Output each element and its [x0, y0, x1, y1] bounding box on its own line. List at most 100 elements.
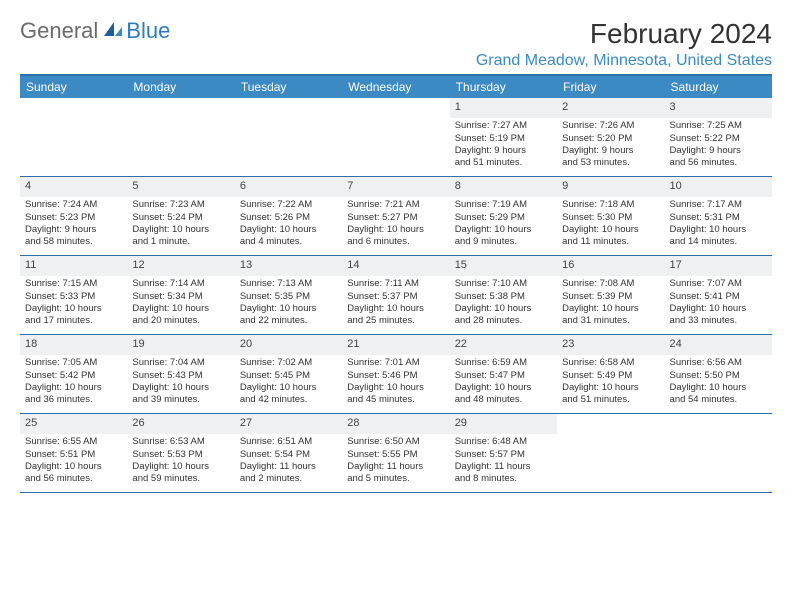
calendar-day: 20Sunrise: 7:02 AMSunset: 5:45 PMDayligh… [235, 335, 342, 413]
sunset-text: Sunset: 5:43 PM [132, 370, 229, 382]
day-header: Saturday [665, 76, 772, 98]
daylight-text: and 25 minutes. [347, 315, 444, 327]
day-number: 16 [562, 258, 659, 272]
sunrise-text: Sunrise: 7:05 AM [25, 357, 122, 369]
sunset-text: Sunset: 5:55 PM [347, 449, 444, 461]
calendar-empty [665, 414, 772, 492]
calendar-week: 11Sunrise: 7:15 AMSunset: 5:33 PMDayligh… [20, 256, 772, 335]
daylight-text: and 5 minutes. [347, 473, 444, 485]
calendar-day: 22Sunrise: 6:59 AMSunset: 5:47 PMDayligh… [450, 335, 557, 413]
daylight-text: Daylight: 10 hours [455, 303, 552, 315]
sunset-text: Sunset: 5:51 PM [25, 449, 122, 461]
sunrise-text: Sunrise: 7:02 AM [240, 357, 337, 369]
day-header: Tuesday [235, 76, 342, 98]
calendar-day: 13 Sunrise: 7:13 AMSunset: 5:35 PMDayligh… [235, 256, 342, 334]
daylight-text: and 22 minutes. [240, 315, 337, 327]
day-header: Sunday [20, 76, 127, 98]
daylight-text: and 6 minutes. [347, 236, 444, 248]
daylight-text: and 58 minutes. [25, 236, 122, 248]
daylight-text: Daylight: 9 hours [670, 145, 767, 157]
page-title: February 2024 [476, 18, 772, 50]
calendar-week: 25Sunrise: 6:55 AMSunset: 5:51 PMDayligh… [20, 414, 772, 493]
sunset-text: Sunset: 5:53 PM [132, 449, 229, 461]
calendar-day: 10Sunrise: 7:17 AMSunset: 5:31 PMDayligh… [665, 177, 772, 255]
daylight-text: Daylight: 10 hours [670, 303, 767, 315]
daylight-text: and 53 minutes. [562, 157, 659, 169]
sunset-text: Sunset: 5:50 PM [670, 370, 767, 382]
calendar-day: 26Sunrise: 6:53 AMSunset: 5:53 PMDayligh… [127, 414, 234, 492]
day-number: 1 [455, 100, 552, 114]
calendar-empty [235, 98, 342, 176]
calendar-day: 29Sunrise: 6:48 AMSunset: 5:57 PMDayligh… [450, 414, 557, 492]
calendar-day: 7Sunrise: 7:21 AMSunset: 5:27 PMDaylight… [342, 177, 449, 255]
day-number: 18 [25, 337, 122, 351]
sunrise-text: Sunrise: 6:59 AM [455, 357, 552, 369]
day-number: 26 [132, 416, 229, 430]
daylight-text: and 59 minutes. [132, 473, 229, 485]
sunset-text: Sunset: 5:46 PM [347, 370, 444, 382]
calendar-week: 1Sunrise: 7:27 AMSunset: 5:19 PMDaylight… [20, 98, 772, 177]
calendar: SundayMondayTuesdayWednesdayThursdayFrid… [20, 74, 772, 493]
sunset-text: Sunset: 5:57 PM [455, 449, 552, 461]
sunrise-text: Sunrise: 7:13 AM [240, 278, 337, 290]
day-number: 28 [347, 416, 444, 430]
daylight-text: and 2 minutes. [240, 473, 337, 485]
sunrise-text: Sunrise: 6:50 AM [347, 436, 444, 448]
sunrise-text: Sunrise: 7:14 AM [132, 278, 229, 290]
day-number: 3 [670, 100, 767, 114]
calendar-day: 24Sunrise: 6:56 AMSunset: 5:50 PMDayligh… [665, 335, 772, 413]
sunrise-text: Sunrise: 7:26 AM [562, 120, 659, 132]
sail-icon [102, 18, 124, 44]
daylight-text: Daylight: 10 hours [25, 303, 122, 315]
calendar-day: 18Sunrise: 7:05 AMSunset: 5:42 PMDayligh… [20, 335, 127, 413]
daylight-text: and 8 minutes. [455, 473, 552, 485]
daylight-text: Daylight: 10 hours [25, 382, 122, 394]
daylight-text: Daylight: 10 hours [240, 382, 337, 394]
daylight-text: Daylight: 9 hours [562, 145, 659, 157]
sunset-text: Sunset: 5:39 PM [562, 291, 659, 303]
daylight-text: and 28 minutes. [455, 315, 552, 327]
calendar-day: 14Sunrise: 7:11 AMSunset: 5:37 PMDayligh… [342, 256, 449, 334]
daylight-text: and 56 minutes. [25, 473, 122, 485]
sunset-text: Sunset: 5:22 PM [670, 133, 767, 145]
daylight-text: and 51 minutes. [455, 157, 552, 169]
daylight-text: Daylight: 9 hours [455, 145, 552, 157]
calendar-week: 4Sunrise: 7:24 AMSunset: 5:23 PMDaylight… [20, 177, 772, 256]
calendar-day: 25Sunrise: 6:55 AMSunset: 5:51 PMDayligh… [20, 414, 127, 492]
daylight-text: Daylight: 10 hours [670, 382, 767, 394]
daylight-text: and 54 minutes. [670, 394, 767, 406]
daylight-text: Daylight: 11 hours [240, 461, 337, 473]
calendar-empty [342, 98, 449, 176]
day-number: 4 [25, 179, 122, 193]
calendar-week: 18Sunrise: 7:05 AMSunset: 5:42 PMDayligh… [20, 335, 772, 414]
daylight-text: Daylight: 9 hours [25, 224, 122, 236]
daylight-text: Daylight: 10 hours [240, 303, 337, 315]
daylight-text: and 1 minute. [132, 236, 229, 248]
day-number: 11 [25, 258, 122, 272]
day-header: Wednesday [342, 76, 449, 98]
sunset-text: Sunset: 5:19 PM [455, 133, 552, 145]
sunset-text: Sunset: 5:24 PM [132, 212, 229, 224]
sunrise-text: Sunrise: 7:04 AM [132, 357, 229, 369]
sunrise-text: Sunrise: 7:21 AM [347, 199, 444, 211]
daylight-text: Daylight: 10 hours [455, 224, 552, 236]
calendar-day: 23Sunrise: 6:58 AMSunset: 5:49 PMDayligh… [557, 335, 664, 413]
day-number: 12 [132, 258, 229, 272]
sunset-text: Sunset: 5:35 PM [240, 291, 337, 303]
day-number: 20 [240, 337, 337, 351]
daylight-text: and 11 minutes. [562, 236, 659, 248]
calendar-day: 12Sunrise: 7:14 AMSunset: 5:34 PMDayligh… [127, 256, 234, 334]
sunrise-text: Sunrise: 6:48 AM [455, 436, 552, 448]
day-number: 19 [132, 337, 229, 351]
daylight-text: and 31 minutes. [562, 315, 659, 327]
daylight-text: and 33 minutes. [670, 315, 767, 327]
calendar-day: 16Sunrise: 7:08 AMSunset: 5:39 PMDayligh… [557, 256, 664, 334]
sunset-text: Sunset: 5:29 PM [455, 212, 552, 224]
sunset-text: Sunset: 5:37 PM [347, 291, 444, 303]
day-number: 10 [670, 179, 767, 193]
day-number: 2 [562, 100, 659, 114]
sunset-text: Sunset: 5:33 PM [25, 291, 122, 303]
day-number: 13 [240, 258, 337, 272]
daylight-text: Daylight: 10 hours [25, 461, 122, 473]
daylight-text: Daylight: 10 hours [562, 303, 659, 315]
